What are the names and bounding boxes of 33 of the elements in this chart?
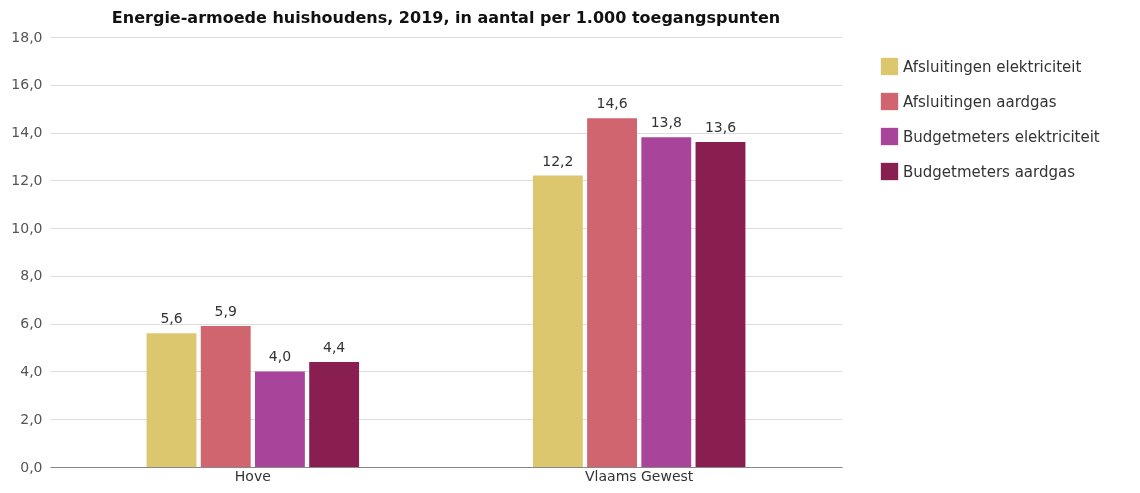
legend-label: Budgetmeters elektriciteit [903,127,1100,146]
y-tick-label: 4,0 [20,362,43,379]
bar [255,371,305,467]
y-tick-label: 16,0 [11,76,43,93]
y-tick-label: 2,0 [20,410,43,427]
bar [309,361,360,467]
data-label: 12,2 [542,152,574,169]
data-label: 13,8 [650,114,682,131]
data-label: 4,4 [323,338,346,355]
chart-title: Energie-armoede huishoudens, 2019, in aantal per 1.000 toegangspunten [111,8,781,27]
data-label: 5,9 [214,303,237,320]
y-tick-label: 18,0 [11,28,43,45]
y-tick-label: 0,0 [20,458,43,475]
data-label: 13,6 [704,119,737,136]
y-tick-label: 14,0 [11,124,43,141]
bar [587,118,637,467]
bar [641,137,692,467]
legend-label: Afsluitingen aardgas [903,92,1057,111]
y-tick-label: 10,0 [11,219,43,236]
data-label: 14,6 [596,95,628,112]
bar [532,175,583,467]
bar [200,326,251,467]
y-tick-label: 6,0 [20,315,43,332]
data-label: 4,0 [268,348,292,365]
legend-label: Afsluitingen elektriciteit [903,57,1082,76]
legend-label: Budgetmeters aardgas [903,162,1076,181]
data-label: 5,6 [160,310,183,327]
bar [695,142,746,467]
bar [146,333,197,467]
x-tick-label: Hove [234,467,271,484]
y-tick-label: 12,0 [11,171,43,188]
y-tick-label: 8,0 [20,267,43,284]
x-tick-label: Vlaams Gewest [585,467,694,484]
